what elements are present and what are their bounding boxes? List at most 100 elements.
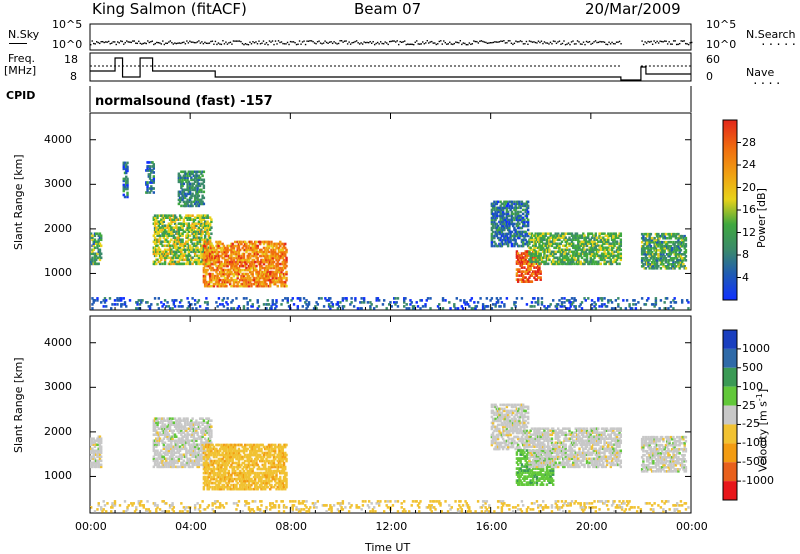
- power-cell: [257, 284, 261, 288]
- velocity-cell: [173, 451, 177, 455]
- power-cell: [91, 244, 94, 248]
- power-cell: [191, 186, 194, 190]
- power-cell: [186, 234, 189, 238]
- power-cell: [237, 244, 241, 248]
- power-cell: [177, 228, 181, 232]
- power-cell: [564, 236, 567, 240]
- power-cell: [403, 299, 406, 302]
- power-cell: [238, 278, 242, 282]
- power-cell: [589, 252, 592, 256]
- power-cell: [158, 214, 162, 217]
- power-cell: [170, 248, 173, 252]
- power-cell: [172, 236, 176, 240]
- power-cell: [257, 270, 261, 274]
- nsky-point: [566, 43, 568, 45]
- power-cell: [175, 299, 178, 302]
- power-cell: [147, 173, 150, 176]
- power-cell: [264, 240, 267, 244]
- nsky-point: [159, 42, 161, 44]
- power-cell: [513, 234, 516, 238]
- power-cell: [508, 226, 511, 230]
- velocity-cell: [193, 453, 197, 457]
- power-cell: [244, 248, 247, 252]
- power-cell: [202, 256, 206, 260]
- power-cell: [496, 299, 500, 302]
- power-cell: [553, 262, 556, 266]
- power-cell: [675, 256, 679, 260]
- power-cell: [679, 242, 683, 246]
- power-cell: [193, 254, 197, 258]
- power-cell: [584, 260, 587, 264]
- velocity-cell: [191, 463, 194, 467]
- velocity-cell: [192, 423, 196, 427]
- power-cell: [198, 170, 202, 174]
- velocity-cell: [90, 451, 93, 455]
- nsky-point: [330, 41, 332, 43]
- velocity-cell: [166, 437, 169, 441]
- power-cell: [197, 190, 201, 194]
- velocity-cell: [195, 427, 198, 431]
- power-cell: [146, 161, 149, 164]
- power-cell: [228, 272, 232, 276]
- velocity-cell: [187, 459, 191, 463]
- power-cell: [534, 301, 537, 304]
- power-cell: [151, 179, 154, 182]
- power-cell: [583, 236, 586, 240]
- velocity-cell: [158, 453, 162, 457]
- power-cell: [177, 232, 181, 236]
- power-cell: [557, 234, 560, 238]
- power-cell: [122, 183, 125, 187]
- power-cell: [161, 244, 164, 248]
- power-cell: [538, 232, 541, 236]
- power-cell: [152, 181, 156, 184]
- velocity-cell: [91, 463, 94, 467]
- power-cell: [500, 214, 504, 218]
- power-cell: [577, 252, 580, 256]
- power-cell: [619, 252, 623, 256]
- power-cell: [223, 248, 227, 252]
- power-cell: [244, 268, 247, 272]
- power-cell: [153, 224, 157, 228]
- power-cell: [653, 256, 656, 260]
- power-cell: [197, 254, 201, 258]
- power-cell: [533, 238, 536, 242]
- power-cell: [233, 262, 237, 266]
- power-cell: [95, 240, 98, 244]
- power-cell: [643, 250, 646, 254]
- nsky-point: [687, 43, 690, 46]
- power-cell: [534, 232, 537, 236]
- power-cell: [296, 305, 299, 308]
- power-cell: [188, 192, 192, 196]
- power-cell: [505, 208, 509, 212]
- power-cell: [653, 260, 656, 264]
- velocity-cell: [196, 461, 199, 465]
- power-cell: [266, 266, 269, 270]
- nsky-point: [657, 42, 660, 44]
- power-cell: [235, 254, 238, 258]
- power-cell: [152, 262, 156, 266]
- power-cell: [238, 256, 242, 260]
- power-cell: [165, 305, 168, 308]
- power-cell: [550, 260, 554, 264]
- power-cell: [604, 248, 608, 252]
- velocity-cell: [156, 449, 159, 453]
- power-cell: [593, 246, 596, 250]
- power-cell: [510, 220, 514, 224]
- power-cell: [540, 246, 544, 250]
- velocity-cell: [152, 459, 156, 463]
- power-cell: [178, 180, 182, 184]
- power-cell: [233, 280, 237, 284]
- power-cell: [540, 256, 544, 260]
- nsky-point: [277, 40, 280, 42]
- power-cell: [617, 250, 620, 254]
- power-cell: [563, 258, 566, 262]
- power-cell: [197, 232, 201, 236]
- power-cell: [181, 182, 184, 186]
- power-cell: [605, 248, 609, 252]
- power-cell: [560, 248, 564, 252]
- power-cell: [156, 214, 159, 217]
- power-cell: [207, 282, 211, 286]
- power-cell: [669, 234, 673, 238]
- velocity-cell: [157, 441, 161, 445]
- power-cell: [545, 240, 549, 244]
